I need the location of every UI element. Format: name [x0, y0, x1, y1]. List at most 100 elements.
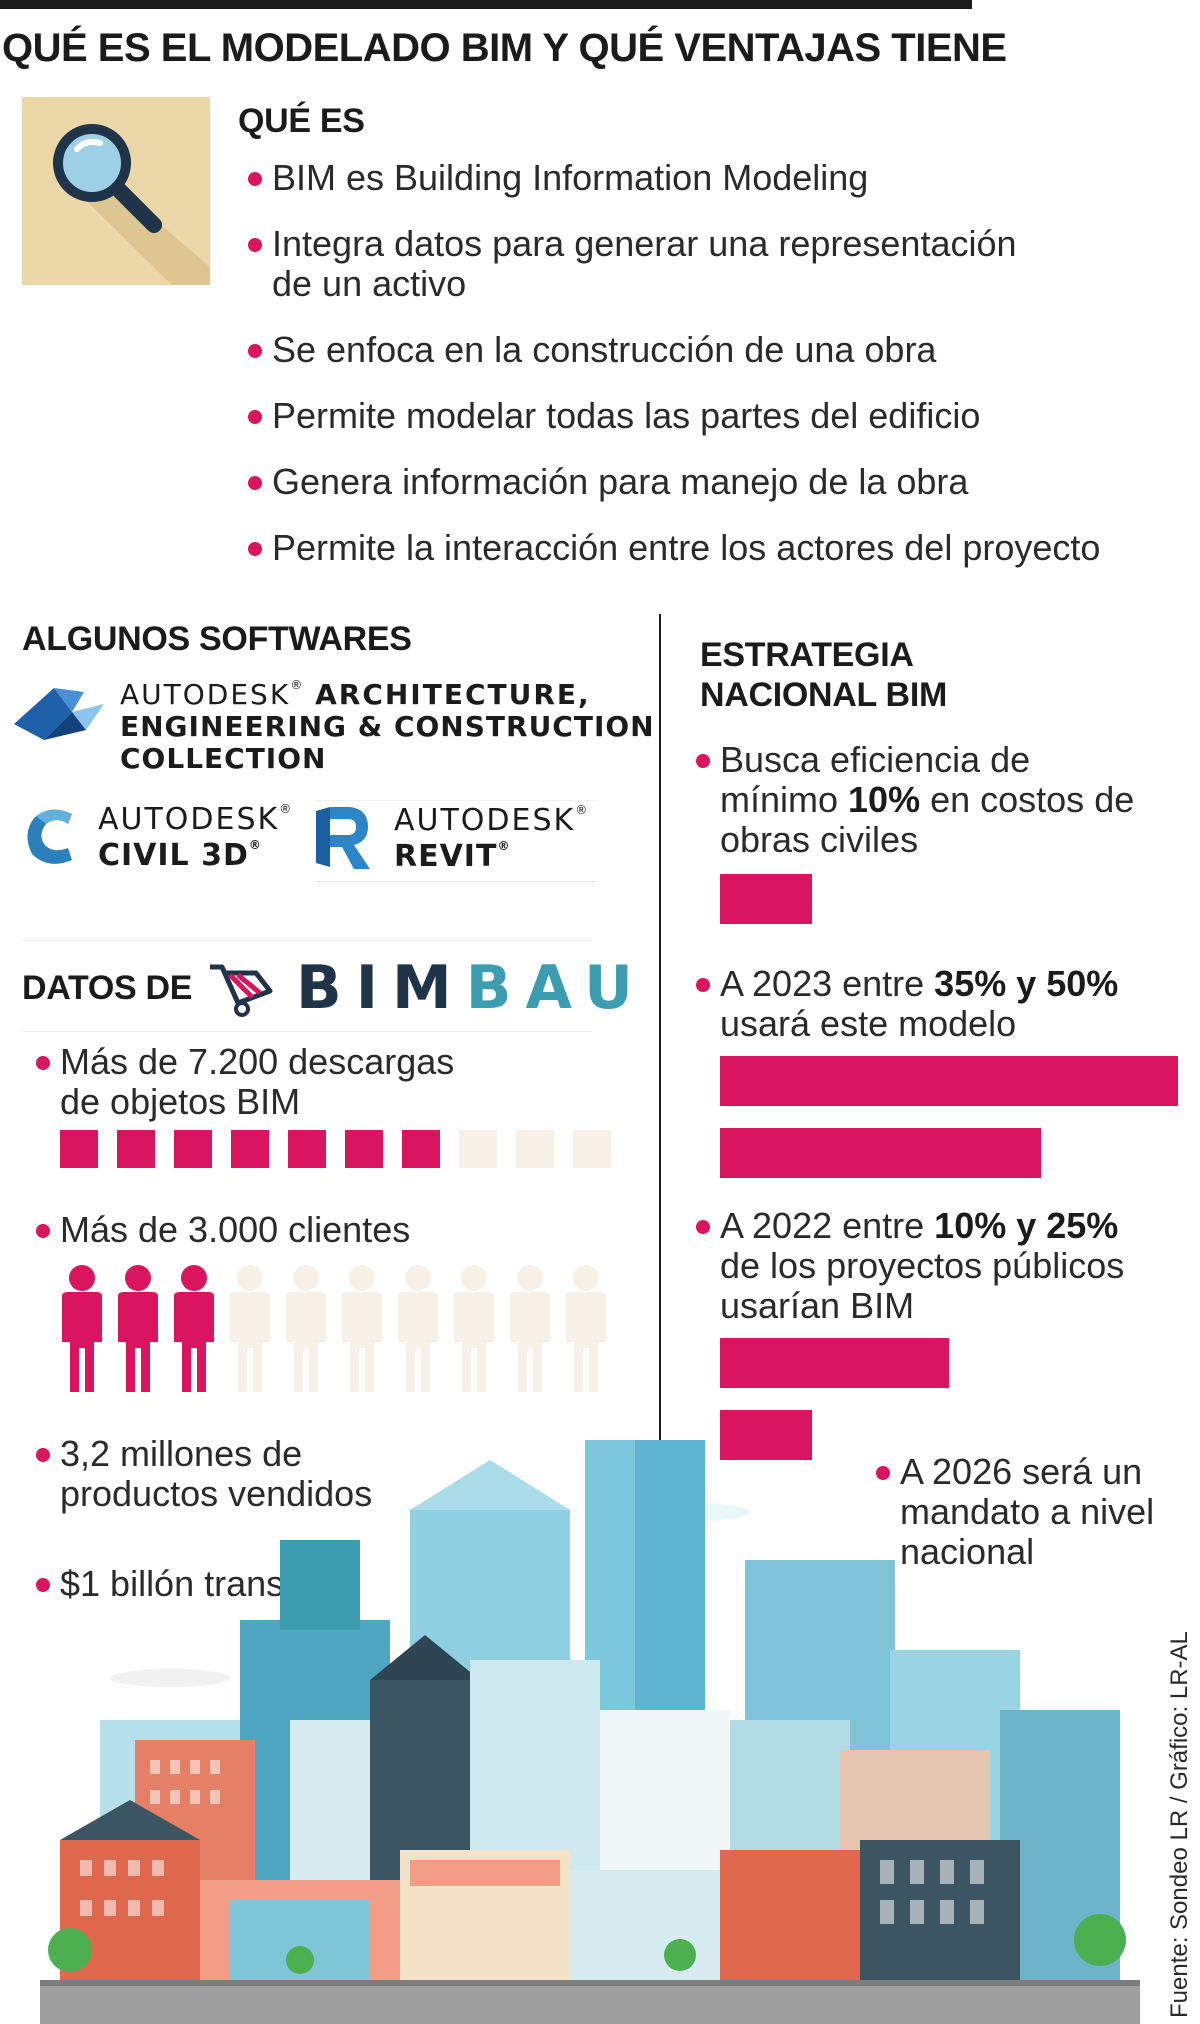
- estrategia-bar: [720, 1128, 1041, 1178]
- download-square: [402, 1130, 440, 1168]
- bullet-dot: [696, 978, 710, 992]
- estrategia-item: A 2026 será un mandato a nivel nacional: [876, 1452, 1176, 1572]
- bullet-dot: [248, 410, 262, 424]
- bullet-dot: [36, 1224, 50, 1238]
- person-icon: [510, 1265, 550, 1392]
- aec-collection-logo: AUTODESK® ARCHITECTURE, ENGINEERING & CO…: [14, 678, 654, 778]
- city-skyline-illustration: [40, 1440, 1140, 2024]
- download-square: [60, 1130, 98, 1168]
- aec-line2: ENGINEERING & CONSTRUCTION: [120, 710, 655, 743]
- estrategia-bar: [720, 1056, 1178, 1106]
- estrategia-pre: A 2022 entre: [720, 1205, 935, 1246]
- page-title: QUÉ ES EL MODELADO BIM Y QUÉ VENTAJAS TI…: [2, 26, 1007, 70]
- person-icon: [230, 1265, 270, 1392]
- bullet-dot: [36, 1448, 50, 1462]
- person-icon: [454, 1265, 494, 1392]
- bimbau-stat-label: 3,2 millones de productos vendidos: [36, 1434, 456, 1514]
- estrategia-pre: A 2026 será un mandato a nivel nacional: [900, 1451, 1155, 1572]
- revit-icon: [316, 807, 370, 869]
- bimbau-logo-bau: BAU: [465, 953, 647, 1023]
- que-es-heading: QUÉ ES: [238, 102, 365, 140]
- estrategia-item-text: A 2023 entre 35% y 50% usará este modelo: [696, 964, 1136, 1044]
- que-es-item-text: Permite la interacción entre los actores…: [272, 527, 1101, 568]
- download-square: [345, 1130, 383, 1168]
- que-es-list: BIM es Building Information Modeling Inte…: [248, 158, 1128, 594]
- estrategia-item-text: A 2026 será un mandato a nivel nacional: [876, 1452, 1176, 1572]
- person-icon: [566, 1265, 606, 1392]
- download-square: [117, 1130, 155, 1168]
- que-es-item-text: Genera información para manejo de la obr…: [272, 461, 969, 502]
- person-icon: [174, 1265, 214, 1392]
- bimbau-stats: Más de 7.200 descargas de objetos BIM Más…: [36, 1042, 636, 1682]
- bullet-dot: [248, 172, 262, 186]
- top-rule: [0, 0, 972, 9]
- wheelbarrow-icon: [210, 964, 273, 1017]
- aec-line1: ARCHITECTURE,: [315, 678, 591, 711]
- que-es-item-text: Se enfoca en la construcción de una obra: [272, 329, 937, 370]
- bimbau-stat-label: Más de 7.200 descargas de objetos BIM: [36, 1042, 456, 1122]
- estrategia-post: en costos de obras civiles: [720, 779, 1135, 860]
- que-es-item: Se enfoca en la construcción de una obra: [248, 330, 1128, 370]
- download-square: [516, 1130, 554, 1168]
- bullet-dot: [36, 1056, 50, 1070]
- que-es-item-text: BIM es Building Information Modeling: [272, 157, 869, 198]
- estrategia-bar: [720, 1410, 812, 1460]
- que-es-item-text: Integra datos para generar una represent…: [272, 223, 1017, 304]
- civil3d-icon: [27, 809, 72, 864]
- download-square: [231, 1130, 269, 1168]
- estrategia-bar: [720, 1338, 949, 1388]
- bullet-dot: [36, 1578, 50, 1592]
- bimbau-stat: Más de 3.000 clientes: [36, 1210, 456, 1250]
- softwares-heading: ALGUNOS SOFTWARES: [22, 620, 412, 658]
- estrategia-item: A 2022 entre 10% y 25% de los proyectos …: [696, 1206, 1136, 1326]
- bullet-dot: [248, 238, 262, 252]
- download-square: [459, 1130, 497, 1168]
- revit-brand: AUTODESK: [394, 803, 576, 838]
- download-square: [288, 1130, 326, 1168]
- bullet-dot: [696, 754, 710, 768]
- que-es-item: Permite la interacción entre los actores…: [248, 528, 1128, 568]
- estrategia-section: Busca eficiencia de mínimo 10% en costos…: [696, 740, 1196, 1600]
- que-es-item: Permite modelar todas las partes del edi…: [248, 396, 1128, 436]
- estrategia-bold: 35% y 50%: [934, 963, 1119, 1004]
- bimbau-stat-label: Más de 3.000 clientes: [36, 1210, 456, 1250]
- bullet-dot: [696, 1220, 710, 1234]
- revit-product: REVIT: [394, 839, 498, 874]
- estrategia-item-text: A 2022 entre 10% y 25% de los proyectos …: [696, 1206, 1136, 1326]
- person-icon: [118, 1265, 158, 1392]
- civil3d-brand: AUTODESK: [98, 802, 280, 837]
- download-square: [174, 1130, 212, 1168]
- estrategia-bold: 10%: [848, 779, 921, 820]
- bimbau-heading: DATOS DE: [22, 969, 193, 1007]
- bullet-dot: [876, 1466, 890, 1480]
- revit-logo: AUTODESK® REVIT®: [316, 800, 596, 882]
- estrategia-pre: Busca eficiencia de mínimo: [720, 739, 1031, 820]
- que-es-item: BIM es Building Information Modeling: [248, 158, 1128, 198]
- aec-collection-icon: [14, 688, 104, 740]
- que-es-item: Genera información para manejo de la obr…: [248, 462, 1128, 502]
- aec-line3: COLLECTION: [120, 742, 327, 775]
- bullet-dot: [248, 542, 262, 556]
- estrategia-post: usará este modelo: [720, 1003, 1017, 1044]
- download-square: [573, 1130, 611, 1168]
- magnifier-illustration: [22, 97, 210, 285]
- bimbau-header: DATOS DE BIMBAU: [22, 940, 633, 1032]
- estrategia-bar: [720, 874, 812, 924]
- search-icon: [22, 97, 210, 285]
- estrategia-pre: A 2023 entre: [720, 963, 935, 1004]
- bullet-dot: [248, 476, 262, 490]
- person-icon: [286, 1265, 326, 1392]
- person-icon: [62, 1265, 102, 1392]
- column-divider: [659, 614, 661, 1504]
- bimbau-stat: Más de 7.200 descargas de objetos BIM: [36, 1042, 456, 1122]
- aec-brand: AUTODESK: [120, 678, 291, 711]
- bimbau-stat-text: Más de 7.200 descargas de objetos BIM: [60, 1041, 455, 1122]
- person-icon: [398, 1265, 438, 1392]
- estrategia-item: A 2023 entre 35% y 50% usará este modelo: [696, 964, 1136, 1044]
- que-es-item-text: Permite modelar todas las partes del edi…: [272, 395, 981, 436]
- bimbau-logo-bim: BIM: [296, 953, 466, 1023]
- estrategia-post: de los proyectos públicos usarían BIM: [720, 1245, 1125, 1326]
- bimbau-stat: 3,2 millones de productos vendidos: [36, 1434, 456, 1514]
- bimbau-stat-text: Más de 3.000 clientes: [60, 1209, 411, 1250]
- civil3d-product: CIVIL 3D: [98, 838, 249, 873]
